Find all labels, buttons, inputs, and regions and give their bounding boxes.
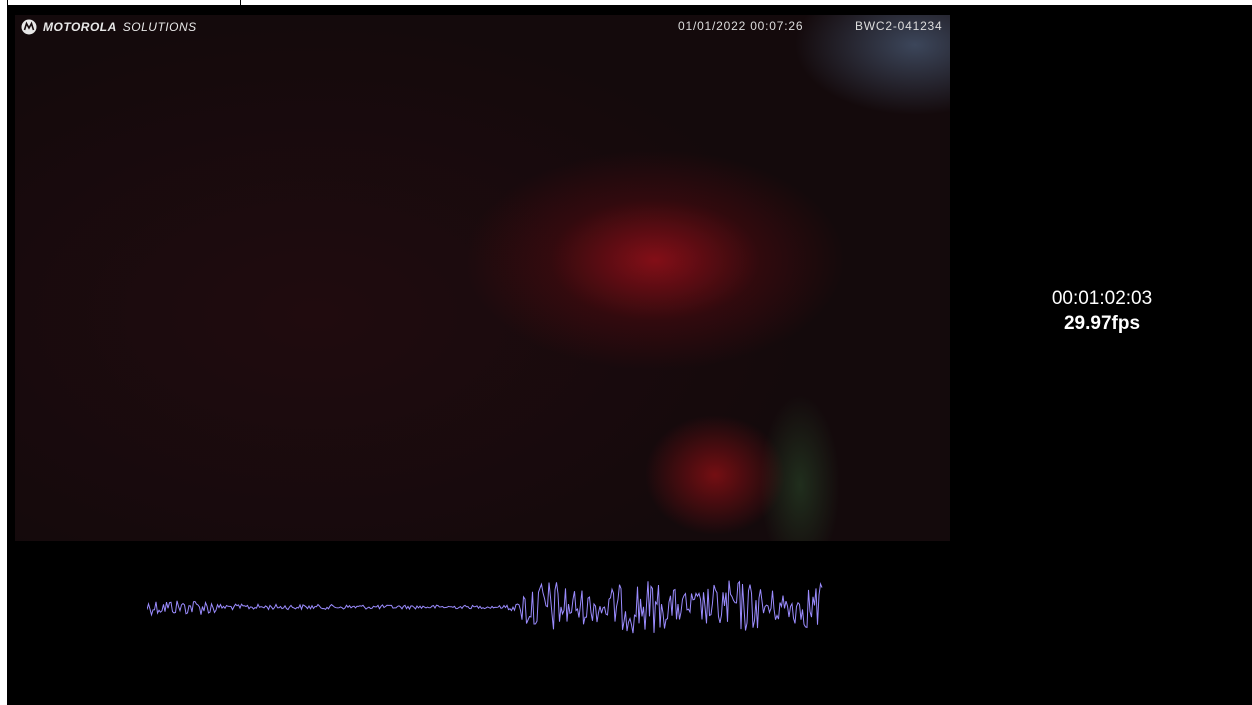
divider [7, 0, 8, 5]
audio-waveform [147, 580, 823, 634]
divider [240, 0, 241, 5]
logo-icon [21, 19, 37, 35]
brand-logo: MOTOROLA SOLUTIONS [21, 19, 197, 35]
device-id: BWC2-041234 [855, 19, 943, 33]
video-frame: MOTOROLA SOLUTIONS 01/01/2022 00:07:26 B… [15, 15, 950, 541]
brand-name: MOTOROLA [43, 20, 117, 34]
player: MOTOROLA SOLUTIONS 01/01/2022 00:07:26 B… [7, 5, 1252, 705]
top-strip [0, 0, 1252, 5]
timecode: 00:01:02:03 [1051, 288, 1153, 309]
frame-rate: 29.97fps [1063, 313, 1141, 334]
waveform-line [147, 580, 823, 634]
brand-suffix: SOLUTIONS [122, 20, 197, 34]
timestamp: 01/01/2022 00:07:26 [678, 19, 804, 33]
